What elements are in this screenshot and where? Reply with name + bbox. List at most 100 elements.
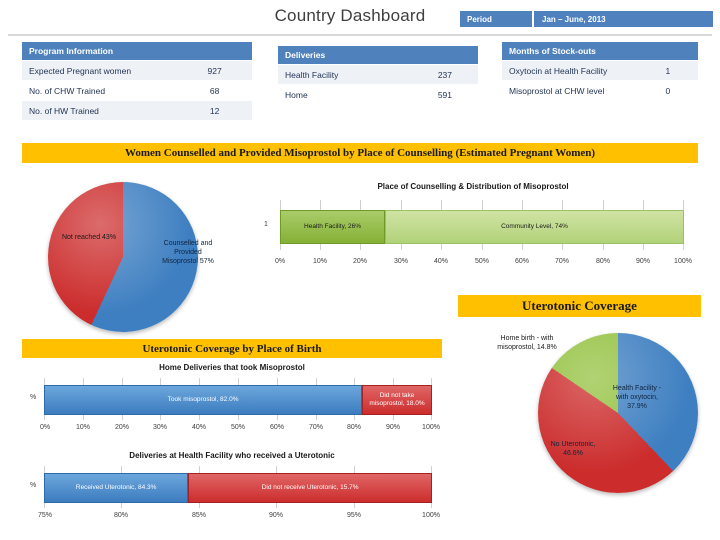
banner-women-counselled: Women Counselled and Provided Misoprosto… [22, 143, 698, 163]
x-tick: 30% [393, 258, 408, 265]
period-value: Jan – June, 2013 [534, 11, 713, 27]
pie-label-no-uterotonic: No Uterotonic, 46.6% [550, 441, 596, 457]
x-tick: 50% [474, 258, 489, 265]
x-tick: 80% [113, 512, 128, 519]
table-row: No. of HW Trained 12 [22, 100, 252, 121]
table-header-label: Program Information [22, 42, 178, 61]
pie-label-home-birth: Home birth - with misoprostol, 14.8% [497, 335, 557, 351]
counselling-pie-chart [48, 182, 198, 332]
pie-label-health-facility-oxytocin: Health Facility - with oxytocin, 37.9% [612, 385, 662, 410]
table-header-row: Program Information [22, 42, 252, 61]
row-label: Home [278, 84, 387, 105]
header-divider [8, 34, 712, 36]
x-tick: 90% [635, 258, 650, 265]
bar-segment-health-facility: Health Facility, 26% [280, 210, 386, 244]
table-row: Home 591 [278, 84, 478, 105]
stacked-bar-row: Health Facility, 26% Community Level, 74… [280, 210, 684, 244]
x-tick: 20% [114, 424, 129, 431]
x-axis: 0% 10% 20% 30% 40% 50% 60% 70% 80% 90% 1… [275, 258, 692, 265]
row-label: Misoprostol at CHW level [502, 80, 638, 101]
row-label: No. of HW Trained [22, 100, 178, 121]
uterotonic-coverage-pie-chart [538, 333, 698, 493]
x-tick: 70% [554, 258, 569, 265]
stacked-bar-row: Took misoprostol, 82.0% Did not take mis… [44, 385, 432, 415]
bar-segment-received-uterotonic: Received Uterotonic, 84.3% [44, 473, 189, 503]
x-tick: 100% [674, 258, 692, 265]
x-tick: 80% [346, 424, 361, 431]
bar-segment-did-not-receive-uterotonic: Did not receive Uterotonic, 15.7% [188, 473, 432, 503]
period-badge: Period Jan – June, 2013 [460, 11, 713, 27]
chart-title-health-facility-uterotonic: Deliveries at Health Facility who receiv… [129, 451, 335, 460]
x-tick: 75% [37, 512, 52, 519]
x-tick: 40% [191, 424, 206, 431]
x-tick: 60% [269, 424, 284, 431]
pie-label-counselled: Counselled and Provided Misoprostol 57% [162, 240, 214, 265]
banner-uterotonic-coverage: Uterotonic Coverage [458, 295, 701, 317]
dashboard-header: Country Dashboard Period Jan – June, 201… [0, 0, 720, 36]
table-header-value [177, 42, 252, 61]
months-of-stockouts-table: Months of Stock-outs Oxytocin at Health … [502, 42, 698, 101]
plot-area: Took misoprostol, 82.0% Did not take mis… [44, 378, 432, 420]
table-row: No. of CHW Trained 68 [22, 80, 252, 101]
bar-segment-took-misoprostol: Took misoprostol, 82.0% [44, 385, 363, 415]
bar-segment-did-not-take-misoprostol: Did not take misoprostol, 18.0% [362, 385, 432, 415]
x-tick: 85% [191, 512, 206, 519]
row-label: No. of CHW Trained [22, 80, 178, 101]
x-tick: 30% [152, 424, 167, 431]
x-tick: 100% [422, 512, 440, 519]
x-tick: 90% [268, 512, 283, 519]
deliveries-table: Deliveries Health Facility 237 Home 591 [278, 46, 478, 105]
stacked-bar-row: Received Uterotonic, 84.3% Did not recei… [44, 473, 432, 503]
table-row: Misoprostol at CHW level 0 [502, 80, 698, 101]
x-tick: 20% [352, 258, 367, 265]
row-value: 927 [177, 60, 252, 81]
table-header-row: Deliveries [278, 46, 478, 65]
table-header-label: Months of Stock-outs [502, 42, 638, 61]
row-label: Health Facility [278, 64, 387, 85]
page-title: Country Dashboard [274, 6, 426, 25]
x-tick: 40% [433, 258, 448, 265]
place-of-counselling-chart: 1 Health Facility, 26% Community Level, … [258, 196, 692, 276]
x-tick: 70% [308, 424, 323, 431]
row-value: 1 [637, 60, 698, 81]
table-header-label: Deliveries [278, 46, 387, 65]
x-tick: 95% [346, 512, 361, 519]
x-tick: 90% [385, 424, 400, 431]
bar-segment-community-level: Community Level, 74% [385, 210, 684, 244]
table-row: Health Facility 237 [278, 64, 478, 85]
x-tick: 100% [422, 424, 440, 431]
x-tick: 0% [39, 424, 51, 431]
x-tick: 10% [75, 424, 90, 431]
y-axis-tick: 1 [264, 221, 268, 228]
x-tick: 80% [595, 258, 610, 265]
period-separator [532, 11, 534, 27]
y-axis-label: % [30, 394, 37, 401]
row-label: Expected Pregnant women [22, 60, 178, 81]
program-information-table: Program Information Expected Pregnant wo… [22, 42, 252, 121]
table-header-row: Months of Stock-outs [502, 42, 698, 61]
chart-title-place-of-counselling: Place of Counselling & Distribution of M… [377, 182, 569, 191]
x-tick: 50% [230, 424, 245, 431]
x-tick: 0% [274, 258, 286, 265]
x-tick: 10% [312, 258, 327, 265]
banner-uterotonic-by-place-of-birth: Uterotonic Coverage by Place of Birth [22, 339, 442, 358]
pie-label-not-reached: Not reached 43% [61, 234, 117, 241]
table-header-value [637, 42, 698, 61]
row-label: Oxytocin at Health Facility [502, 60, 638, 81]
period-label: Period [460, 11, 532, 27]
y-axis-label: % [30, 482, 37, 489]
row-value: 68 [177, 80, 252, 101]
plot-area: Health Facility, 26% Community Level, 74… [280, 200, 684, 250]
chart-title-home-deliveries: Home Deliveries that took Misoprostol [159, 363, 305, 372]
row-value: 12 [177, 100, 252, 121]
table-row: Expected Pregnant women 927 [22, 60, 252, 81]
x-tick: 60% [514, 258, 529, 265]
home-deliveries-misoprostol-chart: % Took misoprostol, 82.0% Did not take m… [22, 376, 442, 440]
table-header-value [386, 46, 478, 65]
row-value: 237 [386, 64, 478, 85]
row-value: 0 [637, 80, 698, 101]
plot-area: Received Uterotonic, 84.3% Did not recei… [44, 466, 432, 508]
health-facility-uterotonic-chart: % Received Uterotonic, 84.3% Did not rec… [22, 464, 442, 528]
table-row: Oxytocin at Health Facility 1 [502, 60, 698, 81]
row-value: 591 [386, 84, 478, 105]
